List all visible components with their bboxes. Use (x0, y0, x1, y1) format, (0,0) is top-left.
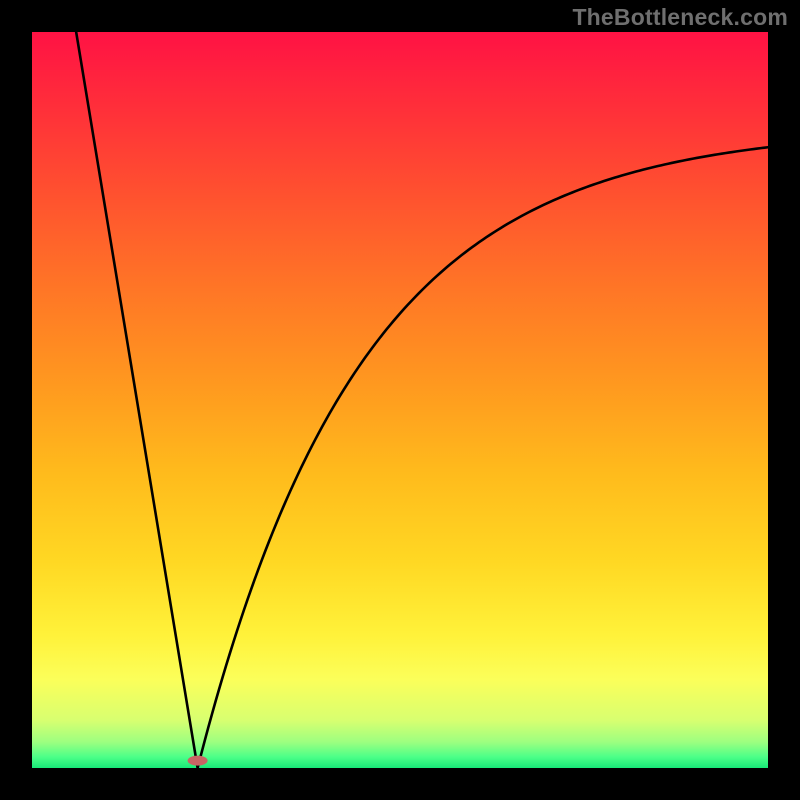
optimal-point-marker (188, 756, 208, 766)
watermark-text: TheBottleneck.com (572, 4, 788, 31)
bottleneck-chart (0, 0, 800, 800)
gradient-background (32, 32, 768, 768)
